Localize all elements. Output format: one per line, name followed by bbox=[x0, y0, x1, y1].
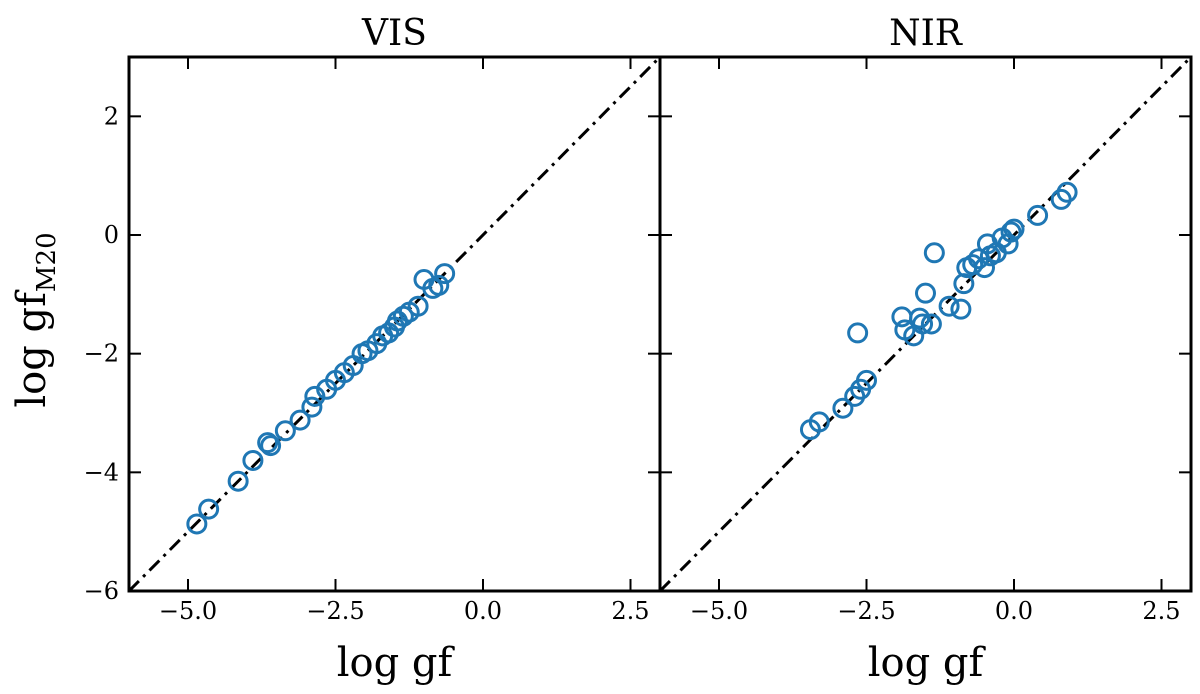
panel-title: NIR bbox=[889, 13, 963, 54]
data-point bbox=[920, 313, 942, 335]
data-point bbox=[938, 295, 960, 317]
data-point bbox=[434, 263, 456, 285]
data-point bbox=[962, 254, 984, 276]
data-point bbox=[1056, 181, 1078, 203]
data-point bbox=[242, 449, 264, 471]
panel-title: VIS bbox=[361, 13, 427, 54]
panel-frame bbox=[658, 55, 1193, 593]
panel-vis: −5.0 −2.5 0.0 2.5 2 0 −2 −4 −6 VIS log gf bbox=[84, 13, 662, 686]
data-point bbox=[974, 257, 995, 279]
x-tick-label: 0.0 bbox=[464, 597, 502, 625]
x-axis-title: log gf bbox=[868, 640, 987, 686]
data-point bbox=[289, 409, 311, 431]
panel-nir: −5.0 −2.5 0.0 2.5 NIR log gf bbox=[658, 13, 1193, 686]
x-axis-title: log gf bbox=[337, 640, 456, 686]
y-axis-title-main: log gf bbox=[9, 289, 55, 408]
panels: −5.0 −2.5 0.0 2.5 2 0 −2 −4 −6 VIS log gf −5.0 −2.5 0… bbox=[84, 13, 1193, 686]
data-point bbox=[301, 396, 323, 418]
panel-data-area bbox=[129, 57, 660, 591]
data-point bbox=[1027, 204, 1049, 226]
data-point bbox=[186, 513, 208, 535]
panel-data-area bbox=[660, 57, 1191, 591]
y-tick-label: 0 bbox=[104, 221, 119, 249]
x-tick-label: −5.0 bbox=[690, 597, 748, 625]
data-point bbox=[912, 313, 934, 335]
y-tick-label: 2 bbox=[104, 102, 119, 130]
data-point bbox=[260, 435, 282, 457]
x-tick-label: 2.5 bbox=[1142, 597, 1180, 625]
y-axis-title: log gfM20 bbox=[9, 232, 62, 407]
x-tick-label: −2.5 bbox=[306, 597, 364, 625]
data-point bbox=[274, 420, 296, 442]
data-point bbox=[832, 397, 854, 419]
data-point bbox=[950, 298, 972, 320]
data-point bbox=[428, 274, 450, 296]
data-point bbox=[407, 295, 429, 317]
data-point bbox=[1003, 218, 1025, 240]
data-point bbox=[915, 282, 936, 304]
data-point bbox=[227, 470, 249, 492]
y-tick-label: −6 bbox=[84, 577, 119, 605]
data-point bbox=[808, 411, 830, 433]
y-tick-label: −2 bbox=[84, 340, 119, 368]
reference-line bbox=[129, 57, 660, 591]
x-tick-label: −5.0 bbox=[159, 597, 217, 625]
y-axis-title-subscript: M20 bbox=[32, 232, 62, 292]
data-point bbox=[1000, 221, 1022, 243]
data-point bbox=[257, 432, 279, 454]
x-tick-label: 2.5 bbox=[611, 597, 649, 625]
data-point bbox=[923, 242, 945, 264]
data-point bbox=[198, 498, 220, 520]
data-point bbox=[847, 322, 869, 344]
reference-line bbox=[660, 57, 1191, 591]
x-tick-label: 0.0 bbox=[995, 597, 1033, 625]
data-point bbox=[856, 369, 877, 391]
x-tick-label: −2.5 bbox=[837, 597, 895, 625]
y-tick-label: −4 bbox=[84, 458, 119, 486]
